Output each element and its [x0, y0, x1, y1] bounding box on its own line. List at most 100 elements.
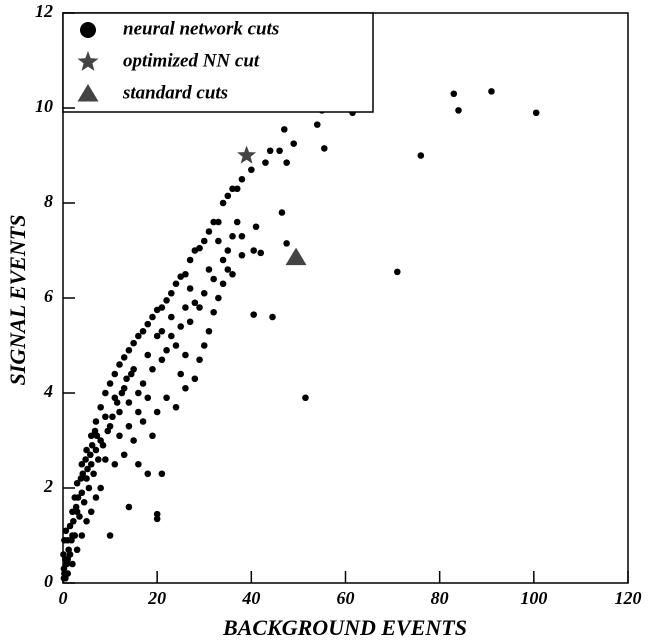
point [139, 327, 147, 335]
point [488, 88, 495, 95]
point [262, 159, 269, 166]
point [172, 280, 180, 288]
point [313, 121, 321, 128]
y-tick-label: 6 [44, 286, 53, 306]
point [219, 199, 227, 207]
point [167, 332, 175, 340]
point [219, 280, 227, 288]
point [102, 456, 109, 463]
point [120, 354, 128, 361]
point [290, 140, 298, 147]
point [163, 394, 170, 402]
point [177, 370, 185, 378]
point [125, 399, 133, 406]
point [83, 446, 90, 454]
point [149, 313, 156, 321]
point [60, 551, 67, 558]
point [144, 351, 152, 359]
legend-label: standard cuts [122, 82, 228, 103]
point [532, 109, 540, 117]
point [238, 175, 246, 183]
point [109, 413, 116, 421]
point [200, 289, 208, 297]
point [92, 418, 100, 425]
point [80, 498, 88, 506]
y-tick-label: 8 [44, 191, 53, 211]
point [393, 268, 401, 276]
point [167, 313, 175, 321]
point [111, 460, 119, 468]
point [118, 389, 126, 397]
point [455, 107, 462, 114]
y-tick-label: 4 [43, 381, 53, 401]
x-tick-label: 120 [615, 588, 642, 608]
legend-box [62, 12, 374, 113]
point [229, 185, 236, 193]
point [200, 237, 208, 245]
point [106, 380, 114, 387]
point [269, 313, 276, 321]
point [238, 251, 246, 259]
point [266, 147, 274, 155]
point [153, 306, 161, 314]
point [191, 247, 199, 254]
point [182, 384, 189, 392]
point [200, 342, 208, 349]
point [248, 166, 255, 174]
point [182, 304, 189, 311]
point [237, 145, 257, 164]
point [278, 209, 286, 216]
point [84, 465, 91, 473]
point [233, 185, 241, 193]
point [69, 508, 76, 516]
point [177, 273, 185, 280]
point [87, 432, 95, 440]
point [417, 152, 425, 159]
point [62, 527, 70, 535]
legend-label: neural network cuts [123, 18, 279, 39]
point [123, 375, 130, 383]
point [116, 361, 123, 368]
y-tick-label: 12 [35, 1, 53, 21]
point [92, 494, 100, 501]
point [158, 356, 166, 364]
point [210, 275, 217, 283]
point [66, 522, 74, 530]
legend-label: optimized NN cut [123, 50, 260, 71]
point [97, 403, 104, 411]
point [257, 249, 265, 257]
point [153, 332, 161, 340]
point [153, 515, 161, 523]
x-tick-label: 100 [520, 588, 547, 608]
point [172, 403, 180, 411]
x-tick-label: 60 [337, 588, 355, 608]
point [69, 560, 76, 568]
point [149, 432, 156, 440]
point [321, 145, 328, 152]
point [71, 532, 79, 539]
point [191, 299, 199, 307]
point [215, 218, 222, 226]
point [83, 517, 90, 525]
point [73, 479, 81, 487]
point [113, 399, 121, 406]
point [238, 232, 246, 240]
point [196, 356, 203, 364]
point [65, 546, 72, 554]
x-tick-label: 40 [241, 588, 260, 608]
point [229, 232, 236, 240]
point [224, 266, 232, 273]
point [130, 339, 137, 347]
point [229, 270, 236, 278]
point [60, 574, 68, 582]
point [60, 565, 68, 573]
point [276, 147, 283, 155]
point [87, 460, 95, 468]
point [283, 240, 290, 247]
point [283, 159, 290, 166]
point [139, 418, 147, 425]
point [186, 318, 194, 326]
point [191, 375, 199, 383]
point [135, 408, 142, 416]
